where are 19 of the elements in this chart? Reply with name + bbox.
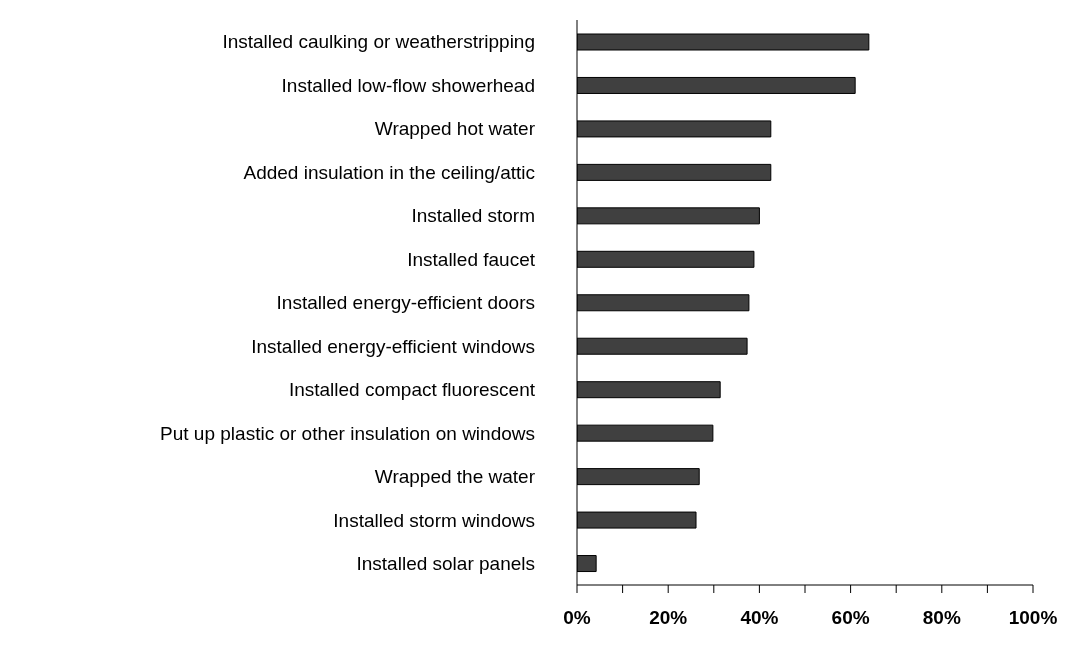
y-tick-label: Put up plastic or other insulation on windows [160, 422, 535, 444]
x-tick-label: 60% [831, 607, 870, 629]
y-tick-label: Installed storm [411, 205, 535, 227]
y-tick-label: Installed low-flow showerhead [281, 74, 535, 96]
x-tick-label: 20% [649, 607, 688, 629]
x-tick-label: 0% [563, 607, 591, 629]
y-tick-label: Installed compact fluorescent [288, 379, 536, 401]
y-tick-label: Wrapped the water [374, 466, 536, 488]
x-tick-label: 100% [1008, 607, 1058, 629]
y-tick-label: Wrapped hot water [374, 118, 536, 140]
y-tick-label: Installed caulking or weatherstripping [222, 31, 535, 53]
x-tick-label: 80% [922, 607, 961, 629]
y-tick-label: Installed storm windows [333, 509, 535, 531]
y-tick-label: Installed faucet [407, 248, 536, 270]
x-tick-label: 40% [740, 607, 779, 629]
y-tick-label: Installed energy-efficient windows [251, 335, 535, 357]
y-tick-label: Installed solar panels [356, 553, 535, 575]
y-tick-label: Installed energy-efficient doors [276, 292, 535, 314]
y-tick-label: Added insulation in the ceiling/attic [243, 161, 535, 183]
